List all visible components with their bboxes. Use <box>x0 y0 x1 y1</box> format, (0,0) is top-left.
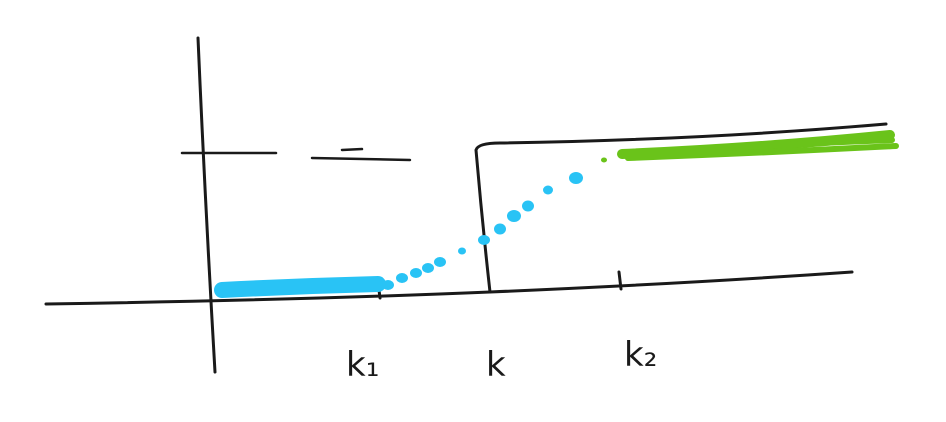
tick-label-k1: k₁ <box>346 345 379 385</box>
blue-flat-segment <box>214 276 386 298</box>
upper-level-dash-2 <box>340 147 364 152</box>
step-payoff <box>474 122 888 294</box>
tick-label-k: k <box>486 345 506 385</box>
y-axis <box>196 36 217 374</box>
tick-k2 <box>617 270 623 291</box>
tick-label-k2: k₂ <box>624 335 657 375</box>
green-upper-segment <box>617 130 899 161</box>
blue-ramp-dots <box>382 157 607 290</box>
x-axis <box>44 270 854 306</box>
upper-level-dash <box>310 156 412 162</box>
